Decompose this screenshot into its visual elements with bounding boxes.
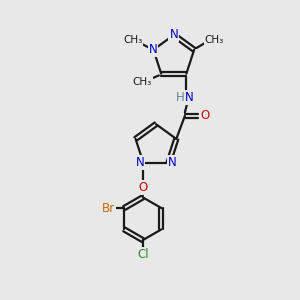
Text: O: O <box>139 181 148 194</box>
Text: N: N <box>135 156 144 170</box>
Text: N: N <box>168 156 176 170</box>
Text: O: O <box>200 110 209 122</box>
Text: N: N <box>169 28 178 41</box>
Text: Br: Br <box>102 202 115 214</box>
Text: CH₃: CH₃ <box>123 35 142 45</box>
Text: H: H <box>176 91 184 104</box>
Text: CH₃: CH₃ <box>133 77 152 87</box>
Text: N: N <box>148 43 157 56</box>
Text: CH₃: CH₃ <box>204 35 224 45</box>
Text: N: N <box>185 91 194 104</box>
Text: Cl: Cl <box>137 248 148 261</box>
